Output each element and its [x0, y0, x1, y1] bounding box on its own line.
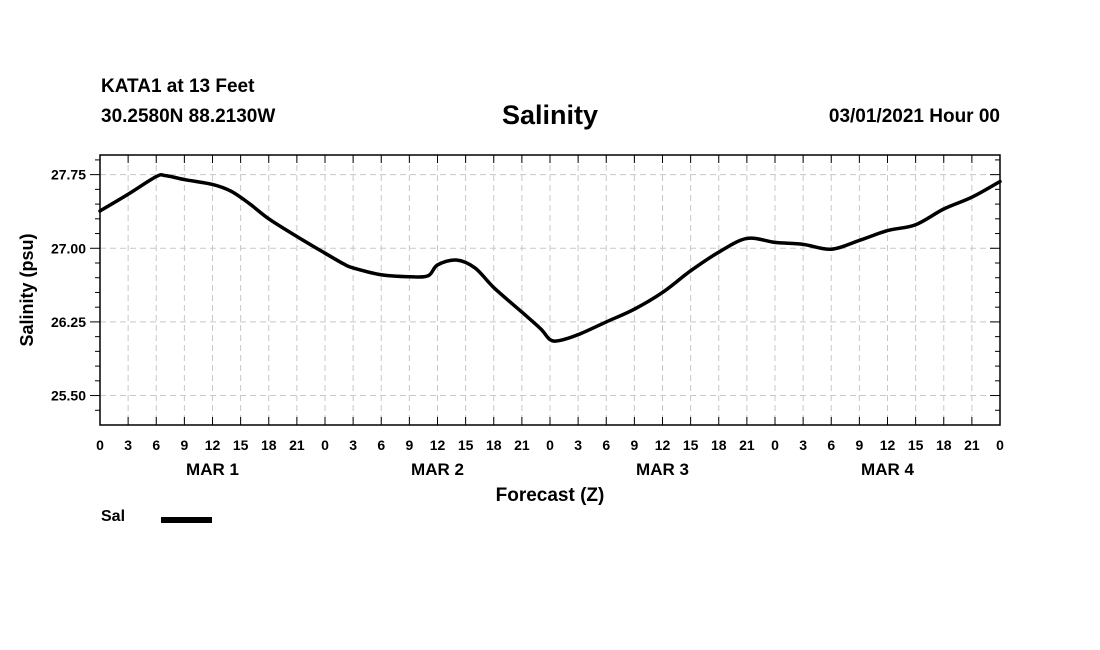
- plot-frame: [99, 154, 1001, 426]
- y-tick-label: 27.75: [51, 167, 86, 183]
- x-tick-label: 12: [880, 437, 896, 453]
- x-tick-label: 0: [546, 437, 554, 453]
- day-label: MAR 1: [186, 460, 239, 479]
- legend-swatch: [161, 517, 212, 523]
- day-label: MAR 2: [411, 460, 464, 479]
- x-tick-label: 15: [908, 437, 924, 453]
- x-tick-label: 18: [261, 437, 277, 453]
- x-tick-label: 12: [655, 437, 671, 453]
- x-tick-label: 21: [964, 437, 980, 453]
- x-tick-label: 12: [205, 437, 221, 453]
- x-tick-label: 0: [321, 437, 329, 453]
- x-tick-label: 6: [827, 437, 835, 453]
- series-layer: [98, 173, 1002, 343]
- axis-ticks: [90, 155, 1001, 425]
- x-tick-label: 18: [486, 437, 502, 453]
- x-tick-label: 9: [405, 437, 413, 453]
- grid-lines: [100, 155, 1000, 425]
- coordinates-label: 30.2580N 88.2130W: [101, 106, 276, 127]
- axis-labels: 0 3 6 9 12 15 18 21 0 3 6 9 12 15 18 21 0 3 6 9 12 15 18 21 0 3 6 9…: [51, 167, 1004, 479]
- legend-label: Sal: [101, 508, 126, 525]
- x-tick-label: 12: [430, 437, 446, 453]
- x-tick-label: 18: [936, 437, 952, 453]
- x-tick-label: 15: [233, 437, 249, 453]
- x-tick-label: 9: [180, 437, 188, 453]
- x-tick-label: 3: [349, 437, 357, 453]
- x-tick-label: 21: [289, 437, 305, 453]
- chart-title: Salinity: [501, 100, 599, 130]
- x-axis-title: Forecast (Z): [496, 485, 605, 506]
- x-tick-label: 0: [771, 437, 779, 453]
- x-tick-label: 9: [855, 437, 863, 453]
- series-line-sal: [98, 173, 1002, 343]
- day-label: MAR 4: [861, 460, 914, 479]
- y-tick-label: 26.25: [51, 314, 86, 330]
- station-label: KATA1 at 13 Feet: [101, 76, 255, 97]
- y-tick-label: 25.50: [51, 388, 86, 404]
- x-tick-label: 9: [630, 437, 638, 453]
- x-tick-label: 18: [711, 437, 727, 453]
- x-tick-label: 0: [96, 437, 104, 453]
- x-tick-label: 3: [574, 437, 582, 453]
- x-tick-label: 3: [124, 437, 132, 453]
- x-tick-label: 15: [683, 437, 699, 453]
- x-tick-label: 3: [799, 437, 807, 453]
- y-axis-title: Salinity (psu): [17, 233, 37, 346]
- x-tick-label: 15: [458, 437, 474, 453]
- x-tick-label: 6: [377, 437, 385, 453]
- y-tick-label: 27.00: [51, 240, 86, 256]
- x-tick-label: 21: [739, 437, 755, 453]
- forecast-datetime: 03/01/2021 Hour 00: [828, 106, 1000, 127]
- x-tick-label: 6: [152, 437, 160, 453]
- x-tick-label: 0: [996, 437, 1004, 453]
- x-tick-label: 6: [602, 437, 610, 453]
- x-tick-label: 21: [514, 437, 530, 453]
- day-label: MAR 3: [636, 460, 689, 479]
